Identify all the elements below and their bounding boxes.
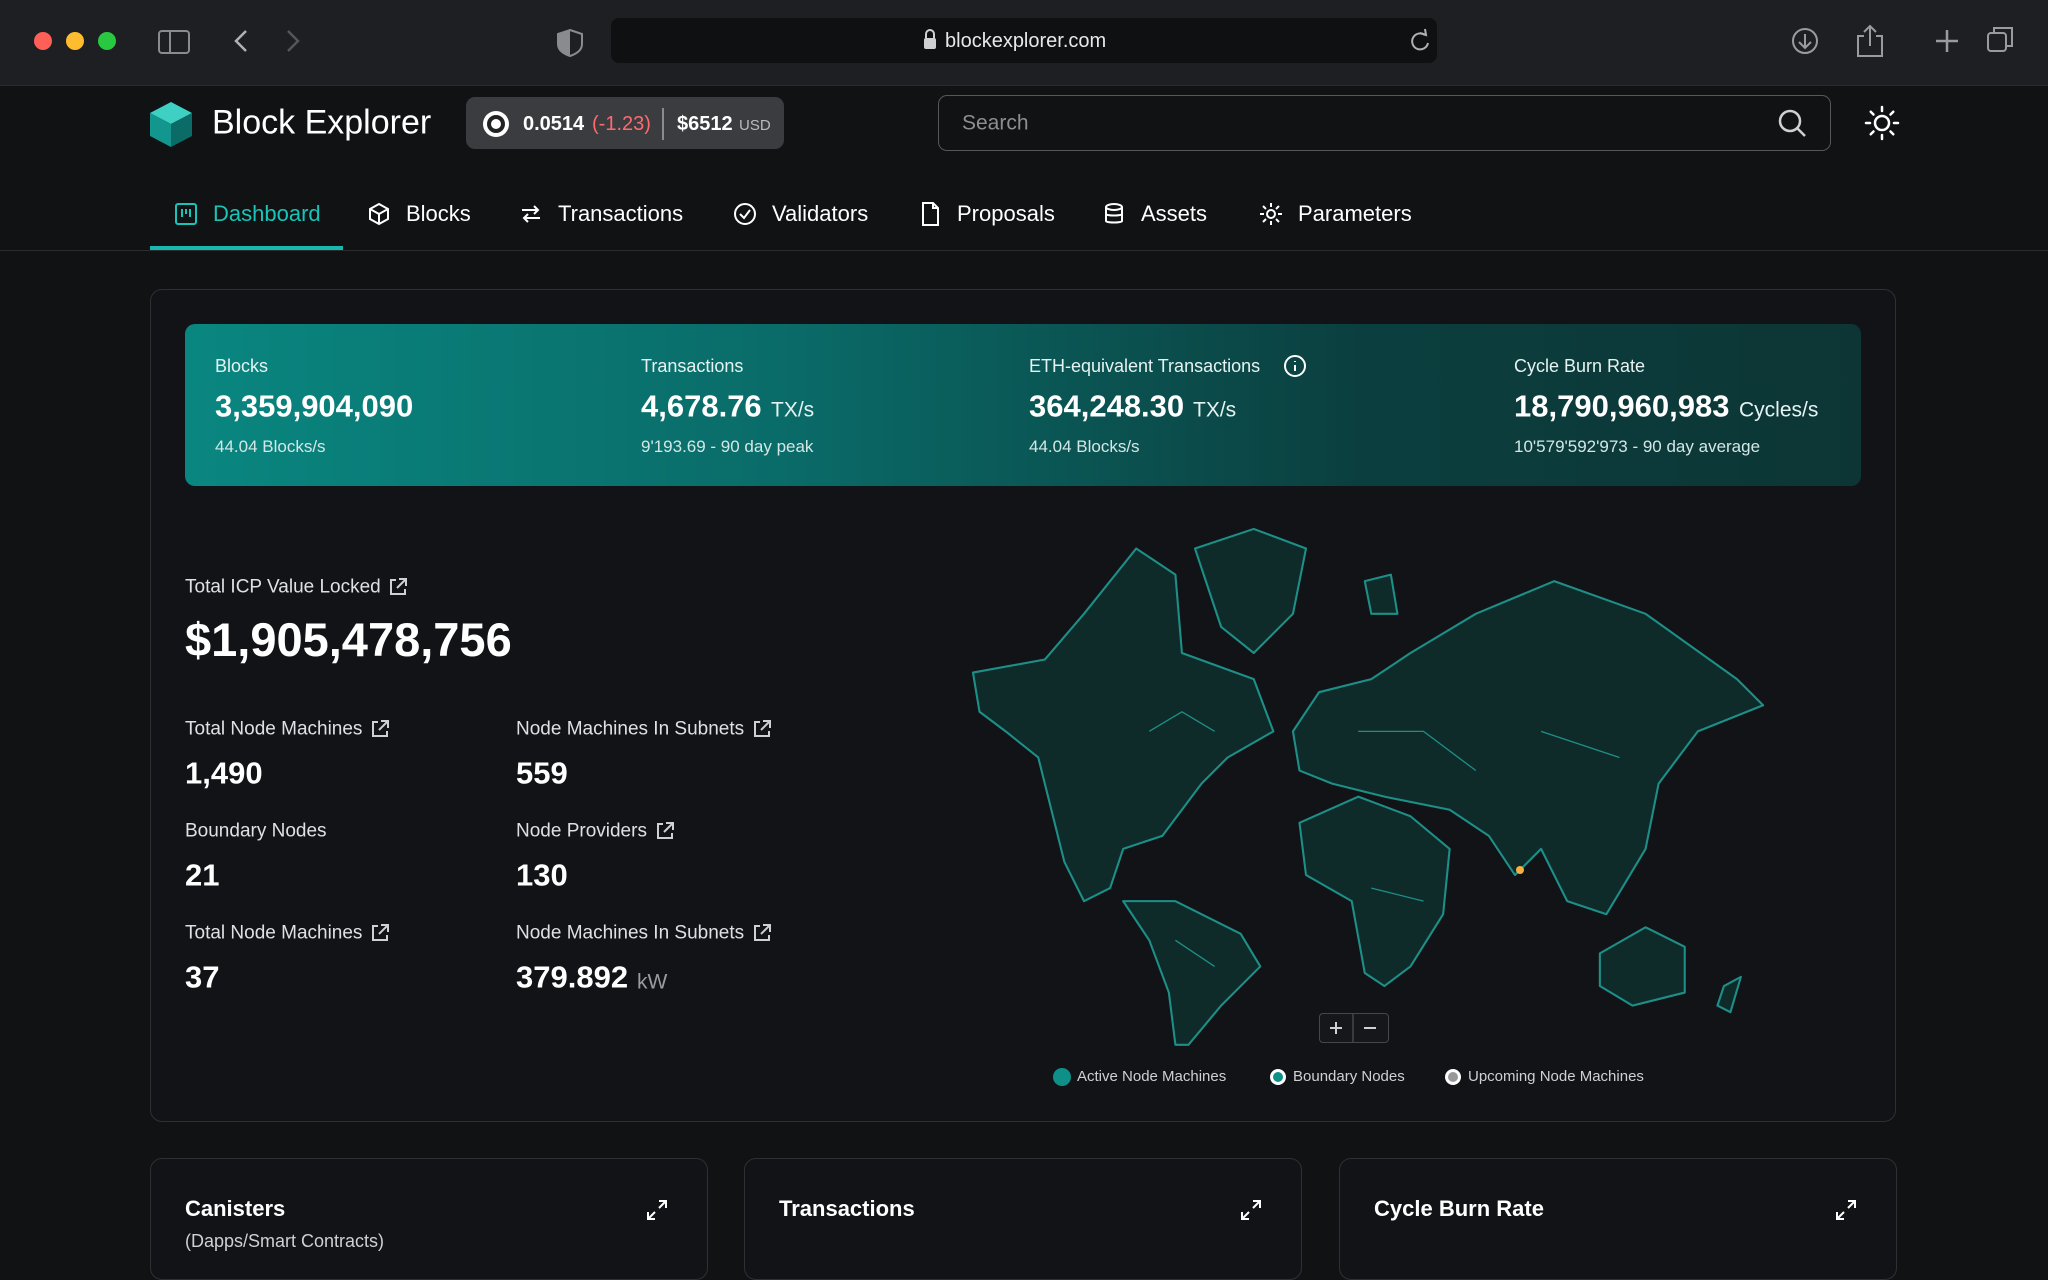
stat-label: ETH-equivalent Transactions bbox=[1029, 356, 1261, 377]
card-title: Cycle Burn Rate bbox=[1374, 1195, 1544, 1221]
usd-label: USD bbox=[739, 117, 771, 134]
brand[interactable]: Block Explorer bbox=[212, 103, 432, 142]
search-placeholder: Search bbox=[962, 111, 1029, 135]
metric-label: Boundary Nodes bbox=[185, 820, 327, 842]
stat-label: Cycle Burn Rate bbox=[1514, 356, 1646, 377]
legend-item: Upcoming Node Machines bbox=[1468, 1068, 1644, 1085]
stat-sub: 44.04 Blocks/s bbox=[215, 436, 326, 456]
tvl-label: Total ICP Value Locked bbox=[185, 576, 381, 598]
stat-label: Blocks bbox=[215, 356, 269, 377]
metric-value: 559 bbox=[516, 755, 568, 791]
metric-label: Node Providers bbox=[516, 820, 647, 842]
tvl-value: $1,905,478,756 bbox=[185, 612, 512, 666]
external-link-icon[interactable] bbox=[367, 920, 393, 951]
token-icon bbox=[483, 111, 509, 137]
legend-item: Boundary Nodes bbox=[1293, 1068, 1405, 1085]
metric-label: Total Node Machines bbox=[185, 922, 363, 944]
nav-item[interactable]: Dashboard bbox=[213, 200, 321, 226]
metric-value: 1,490 bbox=[185, 755, 263, 791]
external-link-icon[interactable] bbox=[652, 818, 678, 849]
expand-icon[interactable] bbox=[644, 1197, 670, 1228]
nav-item[interactable]: Transactions bbox=[558, 200, 684, 226]
card-title: Canisters bbox=[185, 1195, 286, 1221]
stat-unit: TX/s bbox=[771, 398, 815, 422]
metric-label: Node Machines In Subnets bbox=[516, 922, 745, 944]
metric-value: 21 bbox=[185, 857, 220, 893]
logo bbox=[150, 102, 192, 147]
expand-icon[interactable] bbox=[1833, 1197, 1859, 1228]
nav-active-underline bbox=[150, 246, 343, 250]
card-title: Transactions bbox=[779, 1195, 915, 1221]
nav-icon[interactable] bbox=[732, 201, 758, 232]
divider bbox=[662, 108, 664, 140]
stat-sub: 9'193.69 - 90 day peak bbox=[641, 436, 814, 456]
metric-label: Node Machines In Subnets bbox=[516, 718, 745, 740]
nav-icon[interactable] bbox=[366, 201, 392, 232]
nav-divider bbox=[0, 250, 2048, 251]
stat-unit: Cycles/s bbox=[1739, 398, 1819, 422]
stat-label: Transactions bbox=[641, 356, 744, 377]
nav-item[interactable]: Blocks bbox=[406, 200, 471, 226]
stat-value: 18,790,960,983 bbox=[1514, 388, 1730, 424]
stat-unit: TX/s bbox=[1193, 398, 1237, 422]
stat-sub: 44.04 Blocks/s bbox=[1029, 436, 1140, 456]
stat-value: 4,678.76 bbox=[641, 388, 762, 424]
stats-banner bbox=[185, 324, 1861, 486]
nav-icon[interactable] bbox=[1258, 201, 1284, 232]
external-link-icon[interactable] bbox=[367, 716, 393, 747]
metric-value: 37 bbox=[185, 959, 220, 995]
stat-value: 3,359,904,090 bbox=[215, 388, 414, 424]
zoom-icons[interactable] bbox=[1319, 1013, 1389, 1043]
nav-icon[interactable] bbox=[173, 201, 199, 232]
theme-toggle[interactable] bbox=[1864, 105, 1900, 141]
metric-unit: kW bbox=[637, 970, 668, 994]
external-link-icon[interactable] bbox=[749, 920, 775, 951]
expand-icon[interactable] bbox=[1238, 1197, 1264, 1228]
search-icon[interactable] bbox=[1776, 107, 1808, 139]
metric-value: 130 bbox=[516, 857, 568, 893]
search-box[interactable] bbox=[938, 95, 1831, 151]
info-icon[interactable] bbox=[1282, 353, 1308, 384]
url[interactable]: blockexplorer.com bbox=[945, 30, 1107, 52]
nav-icon[interactable] bbox=[917, 201, 943, 232]
stat-sub: 10'579'592'973 - 90 day average bbox=[1514, 436, 1761, 456]
price: 0.0514 bbox=[523, 113, 585, 135]
browser-icons bbox=[34, 18, 2013, 63]
external-link-icon[interactable] bbox=[749, 716, 775, 747]
usd-price: $6512 bbox=[677, 113, 733, 135]
nav-icon[interactable] bbox=[518, 201, 544, 232]
legend-markers bbox=[1053, 1068, 1461, 1086]
metric-value: 379.892 bbox=[516, 959, 629, 995]
legend-item: Active Node Machines bbox=[1077, 1068, 1227, 1085]
stat-value: 364,248.30 bbox=[1029, 388, 1185, 424]
nav-icon[interactable] bbox=[1101, 201, 1127, 232]
nav-item[interactable]: Assets bbox=[1141, 200, 1208, 226]
price-pill[interactable] bbox=[466, 97, 784, 149]
external-link-icon[interactable] bbox=[385, 574, 411, 605]
metric-label: Total Node Machines bbox=[185, 718, 363, 740]
nav-item[interactable]: Validators bbox=[772, 200, 869, 226]
nav-item[interactable]: Proposals bbox=[957, 200, 1055, 226]
price-change: (-1.23) bbox=[592, 113, 651, 135]
nav-item[interactable]: Parameters bbox=[1298, 200, 1412, 226]
world-map bbox=[971, 527, 1765, 1046]
card-subtitle: (Dapps/Smart Contracts) bbox=[185, 1231, 385, 1252]
